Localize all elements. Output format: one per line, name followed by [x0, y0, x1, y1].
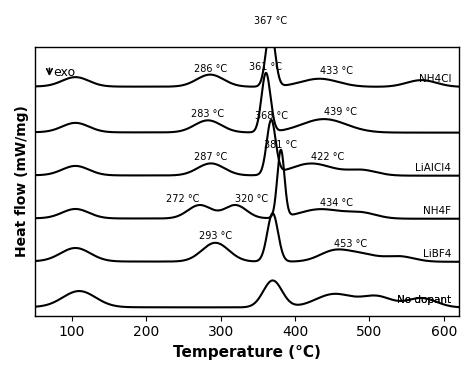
Text: NH4F: NH4F	[423, 206, 451, 216]
Text: LiBF4: LiBF4	[423, 249, 451, 259]
Y-axis label: Heat flow (mW/mg): Heat flow (mW/mg)	[15, 105, 29, 257]
Text: 367 °C: 367 °C	[254, 16, 287, 27]
Text: No dopant: No dopant	[397, 295, 451, 305]
Text: 453 °C: 453 °C	[335, 239, 367, 249]
Text: 422 °C: 422 °C	[311, 152, 345, 162]
Text: 283 °C: 283 °C	[191, 109, 225, 119]
Text: 433 °C: 433 °C	[319, 66, 353, 76]
Text: 287 °C: 287 °C	[194, 152, 228, 162]
Text: 368 °C: 368 °C	[255, 111, 288, 121]
Text: 361 °C: 361 °C	[249, 62, 283, 72]
Text: LiAlCl4: LiAlCl4	[415, 163, 451, 173]
Text: 293 °C: 293 °C	[199, 231, 232, 241]
Text: 286 °C: 286 °C	[193, 64, 227, 74]
Text: 381 °C: 381 °C	[264, 140, 297, 150]
Text: 434 °C: 434 °C	[320, 198, 353, 207]
Text: 320 °C: 320 °C	[236, 194, 269, 204]
Text: 439 °C: 439 °C	[324, 106, 357, 117]
X-axis label: Temperature (°C): Temperature (°C)	[173, 345, 320, 360]
Text: exo: exo	[53, 66, 75, 79]
Text: No dopant: No dopant	[397, 295, 451, 305]
Text: NH4Cl: NH4Cl	[419, 74, 451, 84]
Text: 272 °C: 272 °C	[166, 194, 200, 204]
